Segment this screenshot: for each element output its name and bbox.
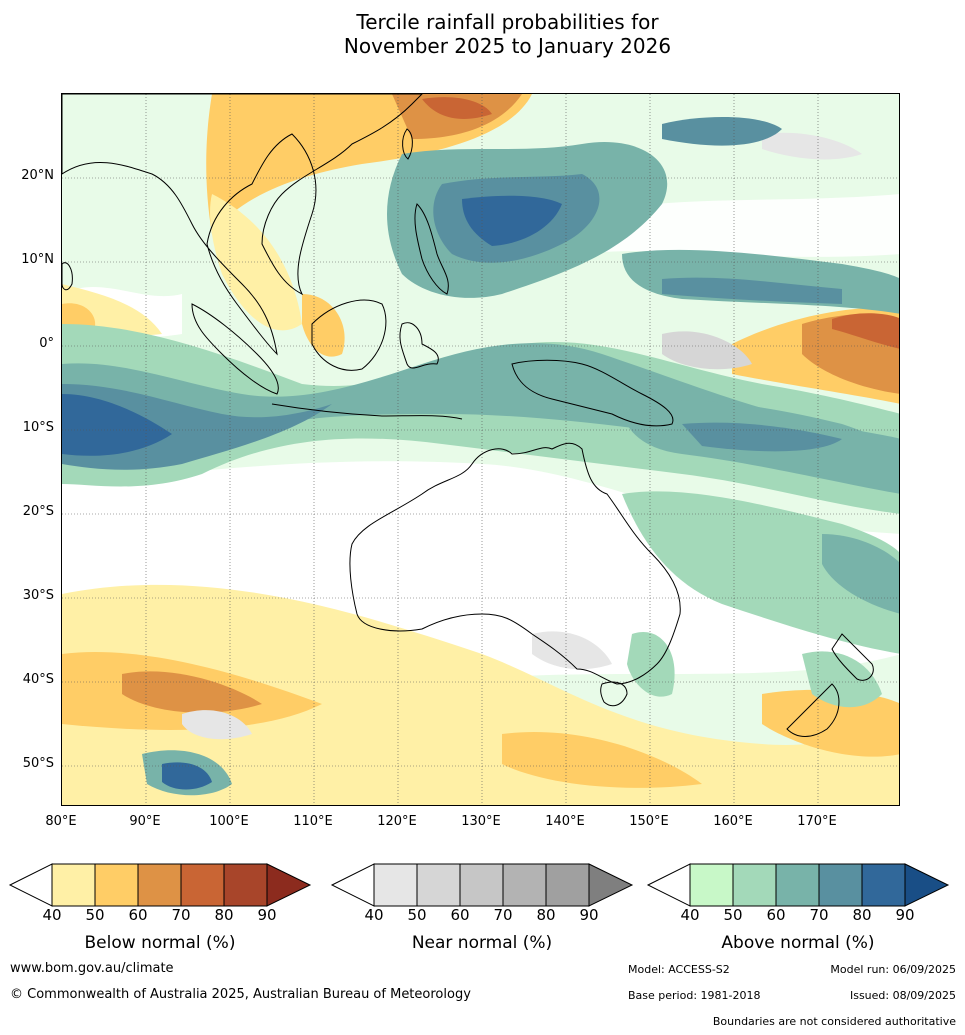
lon-label-90E: 90°E: [129, 814, 161, 829]
model-text: Model: ACCESS-S2: [628, 963, 730, 976]
cbar1-tick: 50: [85, 906, 105, 924]
colorbar-above-normal: [646, 863, 950, 907]
lon-label-110E: 110°E: [293, 814, 333, 829]
cbar3-tick: 90: [895, 906, 915, 924]
cbar3-tick: 40: [680, 906, 700, 924]
lon-label-140E: 140°E: [545, 814, 585, 829]
lat-label-10S: 10°S: [22, 420, 54, 435]
cbar2-tick: 50: [407, 906, 427, 924]
boundaries-note: Boundaries are not considered authoritat…: [712, 1015, 956, 1028]
cbar2-tick: 60: [450, 906, 470, 924]
lat-label-40S: 40°S: [22, 672, 54, 687]
colorbar-below-normal: [8, 863, 312, 907]
title-line-1: Tercile rainfall probabilities for: [356, 10, 659, 34]
cbar1-tick: 80: [214, 906, 234, 924]
cbar2-tick: 90: [579, 906, 599, 924]
lon-label-130E: 130°E: [461, 814, 501, 829]
lon-label-170E: 170°E: [797, 814, 837, 829]
cbar2-tick: 70: [493, 906, 513, 924]
lon-label-120E: 120°E: [377, 814, 417, 829]
lon-label-150E: 150°E: [629, 814, 669, 829]
cbar3-tick: 70: [809, 906, 829, 924]
cbar3-tick: 60: [766, 906, 786, 924]
lat-label-50S: 50°S: [22, 756, 54, 771]
website-link[interactable]: www.bom.gov.au/climate: [10, 961, 174, 976]
lat-label-10N: 10°N: [21, 252, 54, 267]
map-title: Tercile rainfall probabilities for Novem…: [0, 10, 965, 58]
cbar3-tick: 50: [723, 906, 743, 924]
cbar2-tick: 40: [364, 906, 384, 924]
copyright-text: © Commonwealth of Australia 2025, Austra…: [10, 987, 471, 1002]
cbar1-tick: 40: [42, 906, 62, 924]
map-panel[interactable]: [61, 93, 900, 806]
title-line-2: November 2025 to January 2026: [343, 34, 672, 58]
cbar1-tick: 70: [171, 906, 191, 924]
cbar2-label: Near normal (%): [411, 933, 553, 953]
cbar2-tick: 80: [536, 906, 556, 924]
issued-text: Issued: 08/09/2025: [849, 989, 956, 1002]
rainfall-probability-map: [62, 94, 899, 805]
lon-label-80E: 80°E: [45, 814, 77, 829]
lon-label-100E: 100°E: [209, 814, 249, 829]
lat-label-0: 0°: [39, 336, 54, 351]
cbar3-tick: 80: [852, 906, 872, 924]
base-period-text: Base period: 1981-2018: [628, 989, 761, 1002]
model-run-text: Model run: 06/09/2025: [830, 963, 956, 976]
cbar1-tick: 90: [257, 906, 277, 924]
lat-label-30S: 30°S: [22, 588, 54, 603]
lon-label-160E: 160°E: [713, 814, 753, 829]
cbar1-tick: 60: [128, 906, 148, 924]
lat-label-20S: 20°S: [22, 504, 54, 519]
lat-label-20N: 20°N: [21, 168, 54, 183]
cbar1-label: Below normal (%): [84, 933, 236, 953]
colorbar-near-normal: [330, 863, 634, 907]
cbar3-label: Above normal (%): [721, 933, 875, 953]
